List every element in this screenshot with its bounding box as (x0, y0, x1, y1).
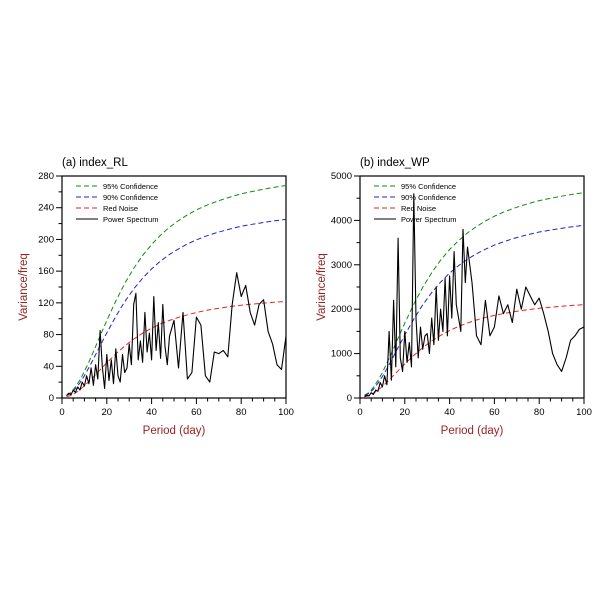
chart-index-rl: 0 20 40 60 80 100 0 40 80 120 160 200 240 280 (a) inde… (14, 150, 294, 450)
legend-label: Red Noise (103, 204, 138, 213)
y-tick-label: 40 (43, 361, 54, 372)
legend-label: 95% Confidence (401, 182, 456, 191)
legend-item-red-noise: Red Noise (76, 204, 138, 213)
x-axis: 0 20 40 60 80 100 (357, 398, 592, 418)
y-tick-label: 0 (347, 393, 352, 404)
y-tick-label: 280 (38, 171, 54, 182)
x-axis-label: Period (day) (143, 425, 206, 437)
y-axis: 0 1000 2000 3000 4000 5000 (331, 171, 360, 404)
x-tick-label: 60 (191, 407, 202, 418)
legend-item-power-spectrum: Power Spectrum (76, 215, 158, 224)
x-tick-label: 80 (534, 407, 545, 418)
y-tick-label: 240 (38, 203, 54, 214)
legend: 95% Confidence 90% Confidence Red Noise Pow… (76, 182, 158, 224)
x-tick-label: 20 (400, 407, 411, 418)
y-tick-label: 200 (38, 234, 54, 245)
y-tick-label: 1000 (331, 349, 352, 360)
legend: 95% Confidence 90% Confidence Red Noise Pow… (374, 182, 456, 224)
x-tick-label: 60 (489, 407, 500, 418)
series-90-confidence (66, 218, 287, 397)
x-tick-label: 20 (102, 407, 113, 418)
x-axis: 0 20 40 60 80 100 (59, 398, 294, 418)
y-tick-label: 2000 (331, 304, 352, 315)
y-tick-label: 0 (49, 393, 54, 404)
x-tick-label: 0 (357, 407, 362, 418)
chart-title: (b) index_WP (360, 157, 430, 169)
legend-item-power-spectrum: Power Spectrum (374, 215, 456, 224)
legend-label: 95% Confidence (103, 182, 158, 191)
x-tick-label: 40 (146, 407, 157, 418)
series-95-confidence (66, 185, 287, 396)
y-axis-label: Variance/freq (316, 253, 328, 321)
x-axis-label: Period (day) (441, 425, 504, 437)
series-90-confidence (364, 224, 585, 397)
legend-label: Power Spectrum (103, 215, 158, 224)
series-power-spectrum (66, 272, 287, 396)
legend-item-red-noise: Red Noise (374, 204, 436, 213)
legend-item-95-confidence: 95% Confidence (76, 182, 158, 191)
legend-item-95-confidence: 95% Confidence (374, 182, 456, 191)
legend-label: Power Spectrum (401, 215, 456, 224)
chart-title: (a) index_RL (62, 157, 128, 169)
y-axis: 0 40 80 120 160 200 240 280 (38, 171, 62, 404)
y-tick-label: 120 (38, 298, 54, 309)
x-tick-label: 0 (59, 407, 64, 418)
legend-item-90-confidence: 90% Confidence (374, 193, 456, 202)
x-tick-label: 100 (576, 407, 592, 418)
y-tick-label: 80 (43, 330, 54, 341)
y-tick-label: 5000 (331, 171, 352, 182)
x-tick-label: 80 (236, 407, 247, 418)
y-tick-label: 3000 (331, 260, 352, 271)
y-axis-label: Variance/freq (18, 253, 30, 321)
x-tick-label: 40 (444, 407, 455, 418)
y-tick-label: 4000 (331, 215, 352, 226)
series-red-noise (364, 304, 585, 398)
y-tick-label: 160 (38, 266, 54, 277)
legend-item-90-confidence: 90% Confidence (76, 193, 158, 202)
x-tick-label: 100 (278, 407, 294, 418)
legend-label: Red Noise (401, 204, 436, 213)
chart-index-wp: 0 20 40 60 80 100 0 1000 2000 3000 4000 5000 (b) ind… (312, 150, 592, 450)
chart-index-rl-svg: 0 20 40 60 80 100 0 40 80 120 160 200 240 280 (a) inde… (18, 157, 294, 437)
series-power-spectrum (364, 193, 585, 398)
legend-label: 90% Confidence (401, 193, 456, 202)
legend-label: 90% Confidence (103, 193, 158, 202)
series-95-confidence (364, 192, 585, 396)
